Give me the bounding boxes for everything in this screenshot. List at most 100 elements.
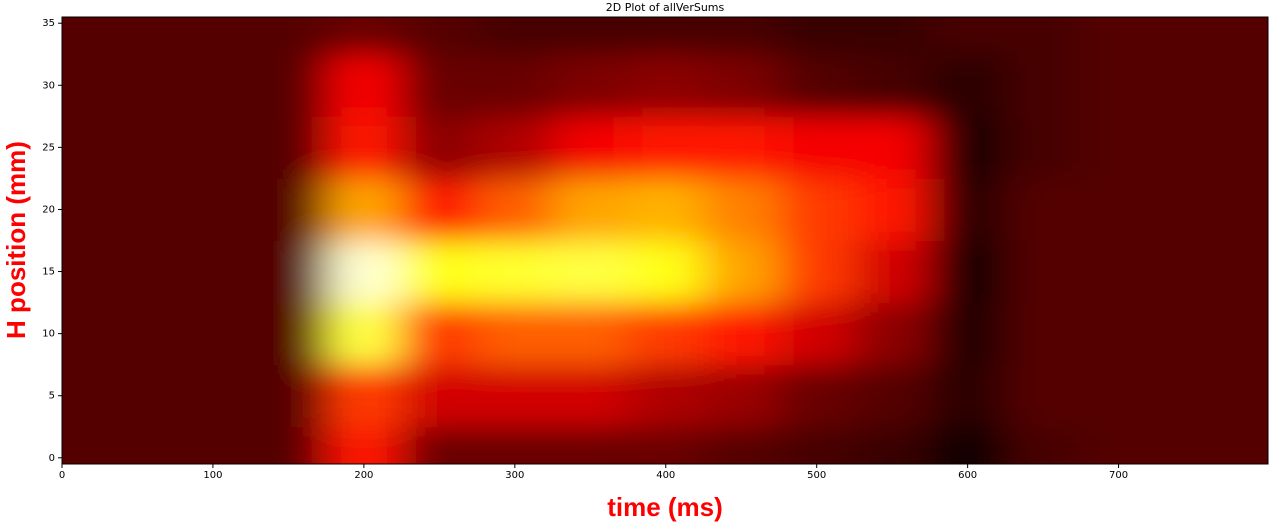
heat-cell <box>703 302 780 366</box>
heat-cell <box>628 240 704 304</box>
heat-cell <box>703 426 780 464</box>
heat-cell <box>929 240 1006 304</box>
heat-cell <box>703 240 780 304</box>
heat-cell <box>477 240 554 304</box>
heat-cell <box>703 116 780 179</box>
heat-cell <box>1231 17 1268 55</box>
heat-cell <box>1005 54 1082 117</box>
heat-cell <box>1080 178 1157 241</box>
heat-cells <box>62 17 1268 464</box>
heat-cell <box>1156 178 1233 241</box>
heat-cell <box>929 302 1006 366</box>
y-tick-label: 25 <box>42 142 55 153</box>
heat-cell <box>62 116 101 179</box>
heat-cell <box>477 426 554 464</box>
heat-cell <box>326 178 403 241</box>
heat-cell <box>703 364 780 428</box>
heat-cell <box>250 364 327 428</box>
heat-cell <box>778 302 855 366</box>
heat-cell <box>175 17 252 55</box>
heat-cell <box>99 302 176 366</box>
x-tick-label: 300 <box>505 470 524 481</box>
heat-cell <box>175 54 252 117</box>
heat-cell <box>854 302 931 366</box>
heat-cell <box>778 54 855 117</box>
heat-cell <box>1231 426 1268 464</box>
heat-cell <box>1231 116 1268 179</box>
heat-cell <box>778 240 855 304</box>
heat-cell <box>175 240 252 304</box>
heat-cell <box>1080 364 1157 428</box>
x-tick-label: 100 <box>203 470 222 481</box>
heat-cell <box>778 426 855 464</box>
heat-cell <box>99 54 176 117</box>
heat-cell <box>929 17 1006 55</box>
heat-cell <box>1231 302 1268 366</box>
heat-cell <box>1005 17 1082 55</box>
heat-cell <box>326 116 403 179</box>
heat-cell <box>62 426 101 464</box>
heat-cell <box>1080 54 1157 117</box>
heat-cell <box>326 240 403 304</box>
heat-cell <box>175 116 252 179</box>
heat-cell <box>929 54 1006 117</box>
heat-cell <box>62 302 101 366</box>
heat-cell <box>175 178 252 241</box>
heat-cell <box>703 54 780 117</box>
y-tick-label: 35 <box>42 18 55 29</box>
heat-cell <box>401 54 478 117</box>
heat-cell <box>552 178 629 241</box>
heat-cell <box>1005 116 1082 179</box>
heat-cell <box>326 17 403 55</box>
heat-cell <box>62 54 101 117</box>
heat-cell <box>1080 302 1157 366</box>
heat-cell <box>1080 426 1157 464</box>
heat-cell <box>175 302 252 366</box>
heat-cell <box>250 426 327 464</box>
heat-cell <box>628 17 704 55</box>
y-tick-label: 20 <box>42 204 55 215</box>
heat-cell <box>929 178 1006 241</box>
heat-cell <box>1231 364 1268 428</box>
y-axis-label: H position (mm) <box>1 141 31 339</box>
heat-cell <box>703 17 780 55</box>
heat-cell <box>552 364 629 428</box>
heat-cell <box>326 54 403 117</box>
heat-cell <box>1080 116 1157 179</box>
heat-cell <box>1156 17 1233 55</box>
heat-cell <box>401 17 478 55</box>
heat-cell <box>62 17 101 55</box>
axes-frame <box>61 16 1269 465</box>
heat-cell <box>175 426 252 464</box>
heat-cell <box>552 116 629 179</box>
heat-cell <box>628 302 704 366</box>
heat-cell <box>62 240 101 304</box>
heat-cell <box>326 302 403 366</box>
heat-cell <box>1156 54 1233 117</box>
heat-cell <box>552 426 629 464</box>
heat-cell <box>1156 364 1233 428</box>
heat-cell <box>703 178 780 241</box>
heat-cell <box>250 240 327 304</box>
heat-cell <box>477 54 554 117</box>
heat-cell <box>1231 240 1268 304</box>
x-tick-label: 400 <box>656 470 675 481</box>
heat-cell <box>1156 240 1233 304</box>
heat-cell <box>552 54 629 117</box>
heat-cell <box>401 426 478 464</box>
heat-cell <box>778 116 855 179</box>
heat-cell <box>99 178 176 241</box>
heat-cell <box>326 426 403 464</box>
heat-cell <box>628 364 704 428</box>
heat-cell <box>1231 54 1268 117</box>
heat-cell <box>1156 302 1233 366</box>
heat-cell <box>854 178 931 241</box>
heat-cell <box>929 364 1006 428</box>
heat-cell <box>401 302 478 366</box>
heat-cell <box>99 17 176 55</box>
x-tick-label: 600 <box>958 470 977 481</box>
heat-cell <box>854 17 931 55</box>
heat-cell <box>477 364 554 428</box>
